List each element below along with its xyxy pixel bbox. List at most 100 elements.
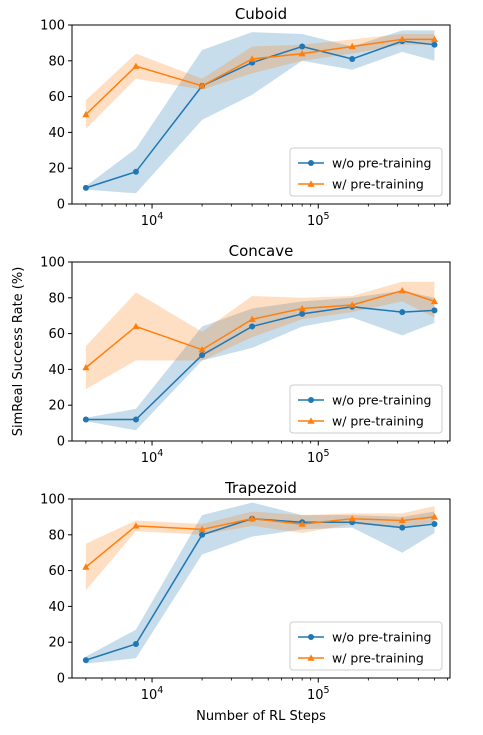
chart-title: Trapezoid	[224, 479, 297, 497]
data-point	[82, 184, 89, 191]
legend-label: w/ pre-training	[332, 414, 424, 429]
legend-label: w/o pre-training	[332, 393, 431, 408]
y-tick-label: 40	[48, 363, 65, 378]
data-point	[132, 168, 139, 175]
data-point	[248, 315, 256, 322]
data-point	[198, 525, 206, 533]
plot-frame	[71, 24, 451, 205]
x-tick-label: 105	[307, 211, 330, 229]
legend-box	[289, 384, 443, 434]
data-point	[298, 304, 306, 312]
y-tick-label: 100	[40, 256, 65, 271]
y-tick-label: 80	[48, 528, 65, 543]
legend-box	[289, 147, 443, 197]
y-tick-label: 20	[48, 399, 65, 414]
legend: w/o pre-training w/ pre-training	[289, 147, 443, 197]
data-point	[399, 309, 406, 316]
data-point	[349, 56, 356, 63]
chart-panel-1: 0 20 40 60 80 100 104 105 Cuboid w/o pre-training…	[40, 5, 451, 229]
legend-marker	[307, 654, 315, 661]
data-point	[82, 563, 90, 570]
confidence-band	[85, 290, 435, 431]
y-tick-label: 20	[48, 636, 65, 651]
legend: w/o pre-training w/ pre-training	[289, 384, 443, 434]
data-point	[198, 346, 206, 353]
chart-title: Concave	[229, 242, 294, 260]
data-point	[132, 522, 140, 529]
legend-marker	[308, 634, 314, 640]
confidence-band	[85, 502, 435, 664]
data-point	[248, 55, 256, 62]
data-point	[198, 82, 206, 89]
data-point	[199, 531, 206, 538]
x-tick-label: 104	[141, 448, 164, 466]
x-axis-label: Number of RL Steps	[196, 709, 326, 724]
data-point	[299, 43, 306, 50]
legend: w/o pre-training w/ pre-training	[289, 621, 443, 671]
data-point	[430, 297, 439, 305]
data-point	[348, 301, 356, 308]
data-point	[132, 322, 140, 330]
chart-panel-2: 0 20 40 60 80 100 104 105 Concave SimReal Success…	[11, 242, 451, 466]
data-point	[348, 42, 356, 50]
chart-panel-3: 0 20 40 60 80 100 104 105 Trapezoid Number of RL …	[40, 479, 451, 724]
plot-frame	[71, 261, 451, 442]
data-point	[248, 515, 256, 522]
data-point	[82, 364, 90, 371]
legend-label: w/ pre-training	[332, 651, 424, 666]
y-axis-label: SimReal Success Rate (%)	[11, 267, 26, 437]
data-point	[199, 352, 206, 359]
data-point	[82, 110, 90, 118]
y-tick-label: 40	[48, 126, 65, 141]
legend-box	[289, 621, 443, 671]
y-tick-label: 40	[48, 600, 65, 615]
x-tick-label: 104	[141, 211, 164, 229]
data-point	[82, 416, 89, 423]
data-point	[298, 50, 306, 57]
legend-label: w/o pre-training	[332, 156, 431, 171]
data-point	[249, 323, 256, 330]
data-point	[82, 657, 89, 664]
legend-label: w/o pre-training	[332, 630, 431, 645]
confidence-band	[85, 281, 435, 390]
data-point	[132, 640, 139, 647]
y-tick-label: 0	[57, 435, 65, 450]
y-tick-label: 60	[48, 564, 65, 579]
data-point	[399, 524, 406, 531]
data-point	[431, 521, 438, 528]
chart-title: Cuboid	[235, 5, 287, 23]
y-tick-label: 80	[48, 291, 65, 306]
series-line	[85, 40, 435, 189]
data-point	[298, 520, 306, 527]
data-point	[398, 287, 406, 294]
y-tick-label: 0	[57, 198, 65, 213]
data-point	[430, 35, 439, 43]
data-point	[398, 516, 406, 524]
y-tick-label: 20	[48, 162, 65, 177]
plot-frame	[71, 498, 451, 679]
series-line	[85, 305, 435, 421]
confidence-band	[85, 33, 435, 129]
data-point	[132, 62, 140, 69]
y-tick-label: 100	[40, 493, 65, 508]
data-point	[299, 310, 306, 317]
legend-label: w/ pre-training	[332, 177, 424, 192]
x-tick-label: 104	[141, 685, 164, 703]
y-tick-label: 60	[48, 327, 65, 342]
data-point	[348, 515, 356, 522]
series-line	[85, 516, 435, 568]
y-tick-label: 80	[48, 54, 65, 69]
y-tick-label: 60	[48, 90, 65, 105]
x-tick-label: 105	[307, 448, 330, 466]
x-tick-label: 105	[307, 685, 330, 703]
legend-marker	[308, 160, 314, 166]
y-tick-label: 100	[40, 19, 65, 34]
series-line	[85, 289, 435, 369]
data-point	[431, 41, 438, 48]
data-point	[398, 35, 406, 43]
data-point	[132, 416, 139, 423]
data-point	[431, 307, 438, 314]
legend-marker	[308, 397, 314, 403]
series-line	[85, 38, 435, 116]
